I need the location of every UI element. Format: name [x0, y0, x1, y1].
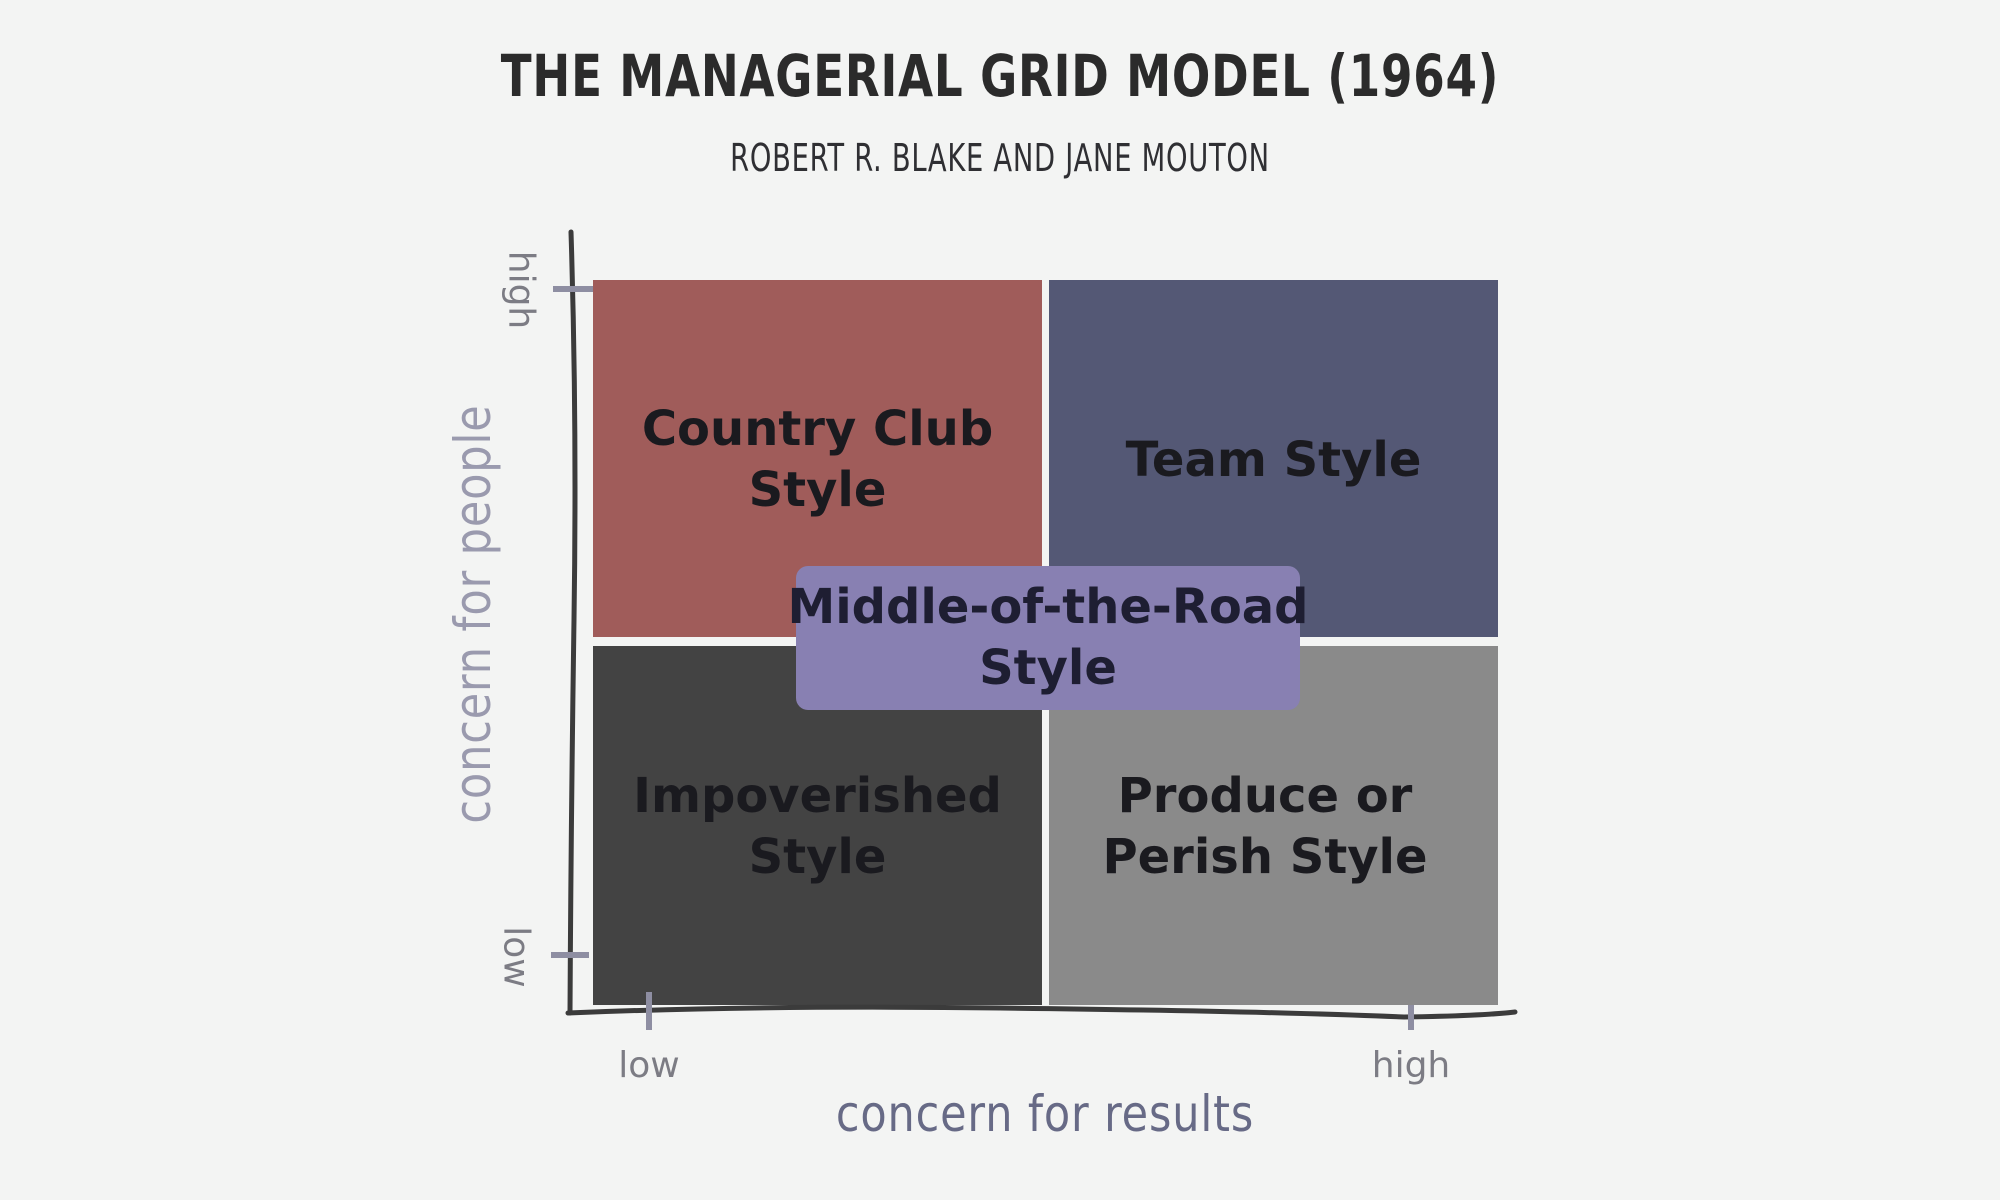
- x-axis-label: concern for results: [835, 1085, 1255, 1143]
- label-middle-of-the-road: Middle-of-the-Road Style: [787, 579, 1309, 696]
- x-axis-line: [565, 1004, 1518, 1020]
- label-produce-or-perish: Produce or Perish Style: [1102, 768, 1428, 885]
- label-team: Team Style: [1125, 431, 1422, 488]
- label-impoverished: Impoverished Style: [633, 768, 1002, 885]
- middle-of-the-road-box: [796, 566, 1300, 710]
- x-tick-label-low: low: [618, 1045, 680, 1086]
- diagram-title: THE MANAGERIAL GRID MODEL (1964): [500, 42, 1500, 110]
- y-tick-label-high: high: [500, 250, 542, 330]
- x-tick-label-high: high: [1371, 1045, 1451, 1086]
- diagram-subtitle: ROBERT R. BLAKE AND JANE MOUTON: [730, 136, 1270, 180]
- label-country-club: Country Club Style: [641, 401, 994, 518]
- y-axis-label: concern for people: [444, 404, 502, 824]
- y-tick-label-low: low: [495, 926, 537, 988]
- y-axis-line: [567, 229, 578, 1016]
